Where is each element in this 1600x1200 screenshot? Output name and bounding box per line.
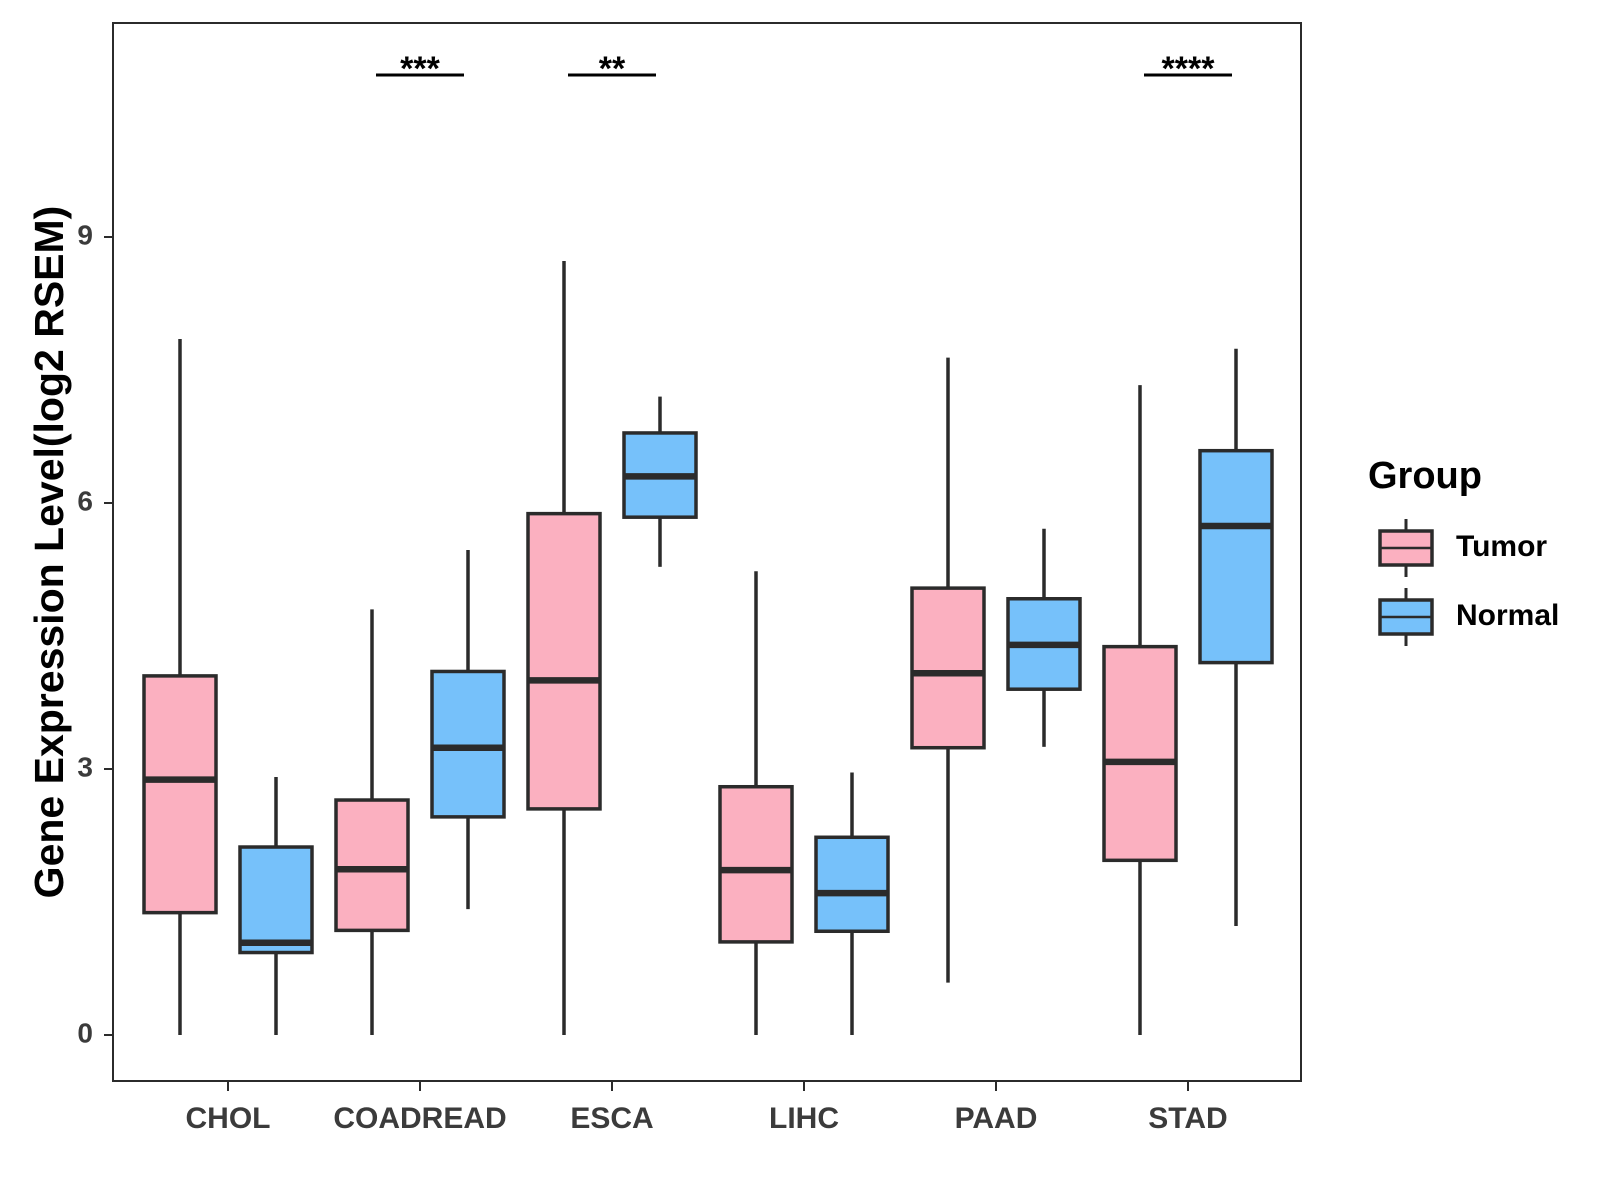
box-tumor-coadread [334, 609, 410, 1035]
box-tumor-stad [1102, 385, 1178, 1035]
box-body-tumor-coadread [334, 798, 410, 933]
box-tumor-paad [910, 357, 986, 983]
box-body-tumor-lihc [718, 784, 794, 944]
legend-item-normal: Normal [1378, 588, 1559, 646]
box-normal-paad [1006, 528, 1082, 747]
panel-border [112, 22, 1302, 1082]
legend: Group Tumor Normal [1368, 455, 1559, 646]
y-tick-label-6: 6 [77, 485, 93, 516]
x-tick-label-chol: CHOL [186, 1102, 271, 1135]
x-tick-label-paad: PAAD [955, 1102, 1038, 1135]
y-tick-label-0: 0 [77, 1017, 93, 1048]
x-tick-label-esca: ESCA [570, 1102, 653, 1135]
x-tick-label-stad: STAD [1148, 1102, 1227, 1135]
legend-title: Group [1368, 455, 1482, 497]
y-tick-label-9: 9 [77, 219, 93, 250]
axes: 0 3 6 9 CHOL COADREAD ESCA LIHC PAAD STAD [77, 219, 1227, 1135]
box-body-tumor-chol [142, 674, 218, 915]
box-normal-esca [622, 396, 698, 567]
legend-label-normal: Normal [1456, 599, 1559, 632]
significance-label-esca: ** [599, 50, 626, 88]
box-body-normal-lihc [814, 835, 890, 934]
box-normal-coadread [430, 549, 506, 910]
x-tick-label-lihc: LIHC [769, 1102, 839, 1135]
box-body-normal-stad [1198, 448, 1274, 665]
box-normal-lihc [814, 772, 890, 1035]
box-normal-chol [238, 776, 314, 1035]
x-tick-label-coadread: COADREAD [333, 1102, 506, 1135]
legend-label-tumor: Tumor [1456, 530, 1547, 563]
box-body-tumor-paad [910, 586, 986, 750]
box-body-normal-chol [238, 845, 314, 955]
box-body-tumor-stad [1102, 644, 1178, 863]
box-normal-stad [1198, 348, 1274, 926]
box-body-tumor-esca [526, 511, 602, 811]
y-axis-title: Gene Expression Level(log2 RSEM) [26, 206, 72, 899]
legend-item-tumor: Tumor [1378, 519, 1547, 577]
box-tumor-chol [142, 338, 218, 1035]
box-body-normal-coadread [430, 669, 506, 819]
significance-label-coadread: *** [400, 50, 440, 88]
box-tumor-esca [526, 260, 602, 1035]
plot-area: *** ** **** [142, 50, 1274, 1035]
significance-label-stad: **** [1162, 50, 1216, 88]
y-tick-label-3: 3 [77, 751, 93, 782]
box-tumor-lihc [718, 571, 794, 1035]
